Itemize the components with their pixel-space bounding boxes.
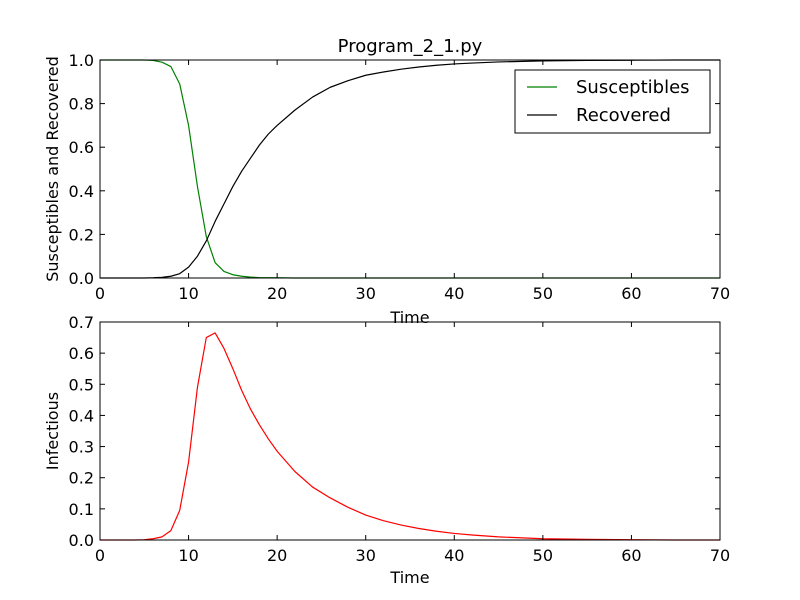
top-x-tick-label: 60 <box>621 284 641 303</box>
bottom-y-tick-label: 0.1 <box>69 500 94 519</box>
top-y-tick-label: 0.6 <box>69 138 94 157</box>
top-x-tick-label: 50 <box>533 284 553 303</box>
top-x-tick-label: 30 <box>356 284 376 303</box>
bottom-x-tick-label: 40 <box>444 546 464 565</box>
bottom-x-tick-label: 60 <box>621 546 641 565</box>
top-chart-title: Program_2_1.py <box>338 36 483 57</box>
top-y-tick-label: 0.0 <box>69 269 94 288</box>
bottom-plot-frame <box>99 321 721 541</box>
top-y-tick-label: 1.0 <box>69 51 94 70</box>
top-tick-layer: 0 10 20 30 40 50 60 70 0.0 0.2 0.4 0.6 0.8 1.0 <box>69 51 731 303</box>
bottom-x-tick-label: 0 <box>95 546 105 565</box>
top-x-tick-label: 0 <box>95 284 105 303</box>
legend-box <box>514 69 711 134</box>
top-x-tick-label: 20 <box>267 284 287 303</box>
legend-label-susceptibles: Susceptibles <box>576 77 690 98</box>
top-y-tick-label: 0.8 <box>69 95 94 114</box>
bottom-x-tick-label: 10 <box>178 546 198 565</box>
bottom-tick-layer: 0 10 20 30 40 50 60 70 0.0 0.1 0.2 0.3 0.4 0.5 0.6 0.7 <box>69 313 731 565</box>
legend-label-recovered: Recovered <box>576 105 671 126</box>
bottom-y-tick-label: 0.4 <box>69 406 94 425</box>
bottom-y-tick-label: 0.2 <box>69 469 94 488</box>
bottom-series-line-infectious <box>100 332 720 541</box>
top-subplot: Program_2_1.py Time Susceptibles and Rec… <box>43 36 730 327</box>
bottom-x-tick-label: 20 <box>267 546 287 565</box>
bottom-y-tick-label: 0.0 <box>69 531 94 550</box>
bottom-series-layer <box>100 332 720 541</box>
bottom-x-tick-label: 50 <box>533 546 553 565</box>
bottom-x-tick-label: 30 <box>356 546 376 565</box>
bottom-x-tick-label: 70 <box>710 546 730 565</box>
top-y-tick-label: 0.2 <box>69 225 94 244</box>
top-y-tick-label: 0.4 <box>69 182 94 201</box>
bottom-y-tick-label: 0.3 <box>69 438 94 457</box>
top-plot-frame <box>99 59 721 279</box>
top-y-axis-label: Susceptibles and Recovered <box>43 56 62 282</box>
top-x-tick-label: 70 <box>710 284 730 303</box>
bottom-y-axis-label: Infectious <box>43 392 62 470</box>
bottom-x-axis-label: Time <box>389 568 429 587</box>
bottom-subplot: Time Infectious 0 10 20 30 40 50 60 70 0.0 0.1 0.2… <box>43 313 730 587</box>
bottom-y-tick-label: 0.6 <box>69 344 94 363</box>
bottom-y-tick-label: 0.5 <box>69 375 94 394</box>
top-x-tick-label: 40 <box>444 284 464 303</box>
top-x-tick-label: 10 <box>178 284 198 303</box>
legend: Susceptibles Recovered <box>514 69 711 134</box>
bottom-y-tick-label: 0.7 <box>69 313 94 332</box>
top-x-axis-label: Time <box>389 308 429 327</box>
